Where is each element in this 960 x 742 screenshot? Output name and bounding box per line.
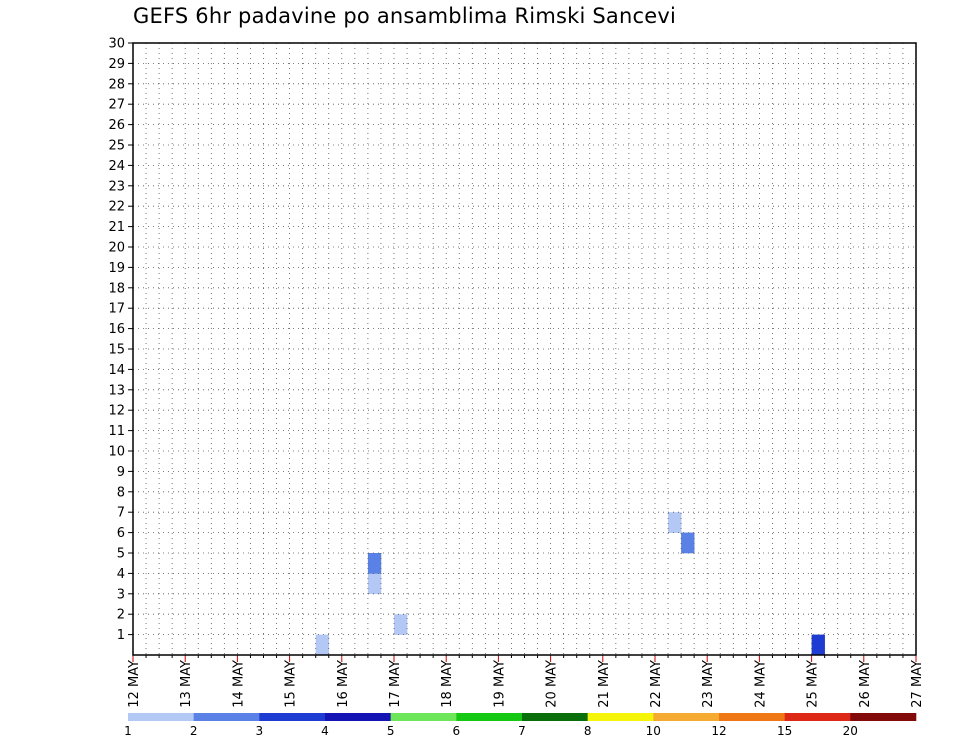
x-tick-label: 16 MAY <box>336 660 351 708</box>
x-tick-label: 17 MAY <box>388 660 403 708</box>
y-tick-label: 11 <box>108 424 125 439</box>
legend-swatch <box>522 713 588 721</box>
legend-label: 5 <box>387 724 395 738</box>
y-tick-label: 12 <box>108 404 125 419</box>
y-tick-label: 22 <box>108 200 125 215</box>
x-axis: 12 MAY 13 MAY 14 MAY 15 MAY 16 MAY 17 MAY 18 M… <box>127 655 925 708</box>
heatmap-cell <box>681 532 695 554</box>
heatmap-cell <box>394 614 408 635</box>
y-tick-label: 10 <box>108 445 125 460</box>
plot-frame <box>132 42 917 656</box>
legend-swatch <box>325 713 391 721</box>
chart-title: GEFS 6hr padavine po ansamblima Rimski S… <box>133 4 677 28</box>
x-tick-label: 13 MAY <box>179 660 194 708</box>
colorbar-legend: 1 2 3 4 5 6 7 8 10 12 15 20 <box>124 713 917 738</box>
heatmap-cell <box>315 634 330 656</box>
y-tick-label: 3 <box>117 587 125 602</box>
legend-swatch <box>850 713 917 721</box>
x-tick-label: 19 MAY <box>492 660 507 708</box>
x-tick-label: 15 MAY <box>284 660 299 708</box>
y-tick-label: 16 <box>108 322 125 337</box>
grid-lines <box>133 43 916 655</box>
legend-label: 10 <box>646 724 661 738</box>
y-tick-label: 21 <box>108 220 125 235</box>
x-tick-label: 26 MAY <box>858 660 873 708</box>
legend-label: 2 <box>190 724 198 738</box>
y-tick-label: 4 <box>117 567 125 582</box>
y-tick-label: 28 <box>108 77 125 92</box>
legend-swatch <box>784 713 851 721</box>
x-tick-label: 24 MAY <box>753 660 768 708</box>
legend-label: 1 <box>124 724 132 738</box>
y-tick-label: 17 <box>108 302 125 317</box>
x-tick-label: 22 MAY <box>649 660 664 708</box>
legend-swatch <box>719 713 785 721</box>
y-tick-label: 30 <box>108 37 125 52</box>
y-tick-label: 14 <box>108 363 125 378</box>
y-tick-label: 19 <box>108 261 125 276</box>
y-tick-label: 29 <box>108 57 125 72</box>
legend-label: 4 <box>321 724 329 738</box>
y-tick-label: 2 <box>117 608 125 623</box>
x-tick-label: 25 MAY <box>806 660 821 708</box>
x-tick-label: 21 MAY <box>597 660 612 708</box>
y-axis: 1234567891011121314151617181920212223242… <box>108 37 133 643</box>
legend-label: 20 <box>843 724 858 738</box>
heatmap-cell <box>367 553 382 574</box>
x-tick-label: 14 MAY <box>231 660 246 708</box>
y-tick-label: 18 <box>108 281 125 296</box>
y-tick-label: 5 <box>117 547 125 562</box>
y-tick-label: 25 <box>108 139 125 154</box>
heatmap-cell <box>668 512 682 533</box>
legend-swatch <box>456 713 523 721</box>
legend-swatch <box>587 713 654 721</box>
x-tick-label: 20 MAY <box>545 660 560 708</box>
legend-swatch <box>390 713 457 721</box>
y-tick-label: 9 <box>117 465 125 480</box>
x-tick-label: 23 MAY <box>701 660 716 708</box>
legend-label: 12 <box>711 724 726 738</box>
x-tick-label: 27 MAY <box>910 660 925 708</box>
y-tick-label: 24 <box>108 159 125 174</box>
legend-label: 8 <box>584 724 592 738</box>
legend-label: 6 <box>452 724 460 738</box>
legend-label: 3 <box>255 724 263 738</box>
heatmap-cell <box>367 573 382 595</box>
legend-label: 7 <box>518 724 526 738</box>
legend-label: 15 <box>777 724 792 738</box>
y-tick-label: 23 <box>108 179 125 194</box>
y-tick-label: 27 <box>108 98 125 113</box>
y-tick-label: 15 <box>108 343 125 358</box>
y-tick-label: 7 <box>117 506 125 521</box>
y-tick-label: 13 <box>108 383 125 398</box>
x-tick-label: 12 MAY <box>127 660 142 708</box>
legend-swatch <box>193 713 260 721</box>
x-tick-label: 18 MAY <box>440 660 455 708</box>
legend-swatch <box>259 713 326 721</box>
y-tick-label: 6 <box>117 526 125 541</box>
y-tick-label: 26 <box>108 118 125 133</box>
y-tick-label: 8 <box>117 485 125 500</box>
y-tick-label: 1 <box>117 628 125 643</box>
heatmap-cell <box>811 634 825 656</box>
heatmap-cells <box>315 512 825 656</box>
y-tick-label: 20 <box>108 241 125 256</box>
legend-swatch <box>653 713 720 721</box>
legend-swatch <box>128 713 194 721</box>
